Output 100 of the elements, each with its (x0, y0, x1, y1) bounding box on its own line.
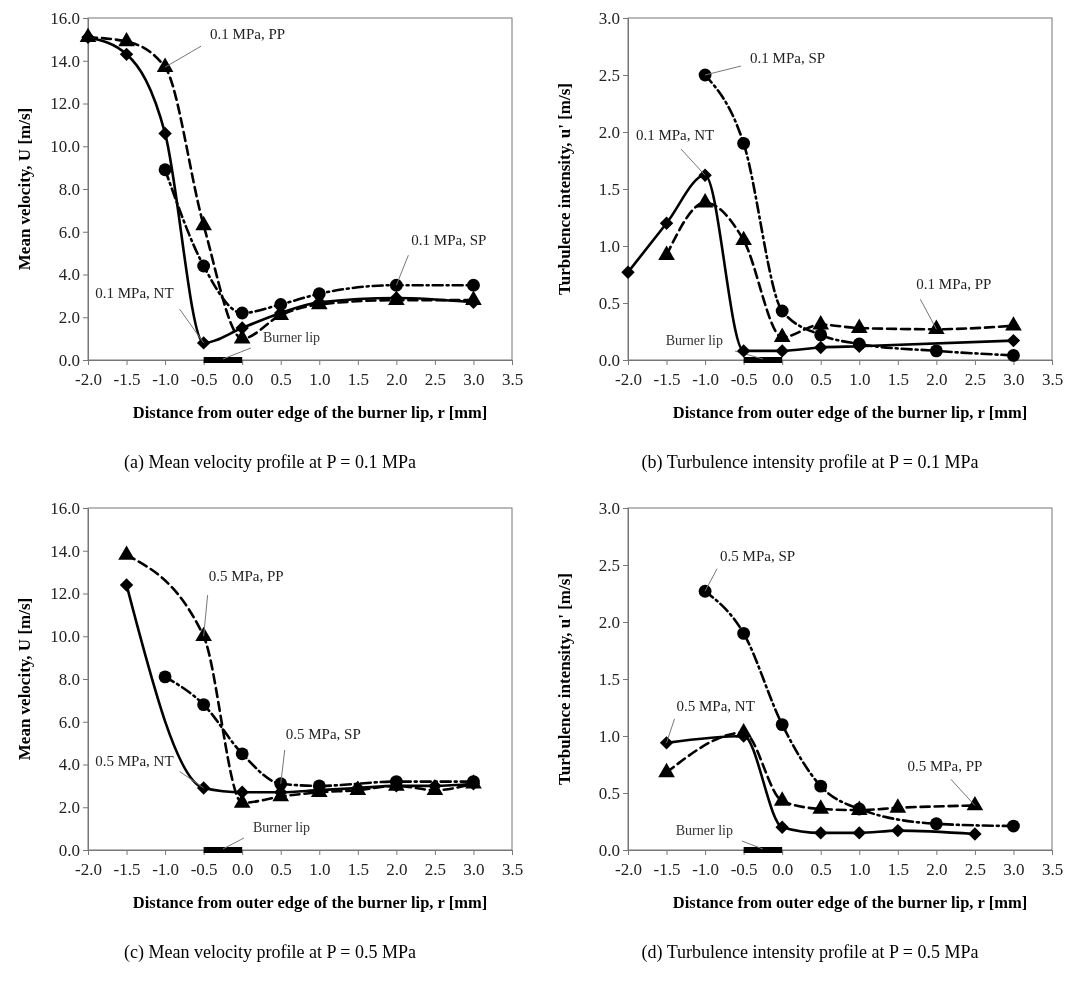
point (737, 626, 751, 640)
x-tick-label: 0.5 (810, 370, 832, 389)
y-axis-title: Turbulence intensity, u' [m/s] (555, 573, 574, 785)
point (696, 193, 714, 208)
text: (d) Turbulence intensity profile at P = 0.5 MPa (641, 942, 979, 963)
point (814, 826, 828, 840)
x-tick-label: 1.5 (347, 860, 369, 879)
x-tick-label: 1.5 (887, 860, 909, 879)
x-tick-label: -1.0 (692, 370, 720, 389)
point (737, 136, 751, 150)
x-tick-label: 0.5 (810, 860, 832, 879)
annotation: Burner lip (675, 823, 733, 838)
y-tick-label: 1.5 (598, 179, 620, 199)
y-tick-label: 10.0 (50, 627, 80, 647)
x-tick-label: 3.5 (1041, 860, 1064, 879)
annotation: Burner lip (665, 333, 723, 348)
point (1007, 819, 1020, 833)
x-tick-label: -2.0 (75, 370, 102, 389)
x-tick-label: 2.5 (424, 370, 447, 389)
point (195, 215, 212, 231)
text: 0.5 MPa, PP (208, 568, 284, 585)
y-tick-label: 14.0 (50, 51, 80, 71)
x-tick-label: 2.5 (424, 860, 447, 879)
text: 0.1 MPa, SP (750, 50, 826, 66)
y-tick-label: 1.0 (598, 726, 620, 746)
point (197, 259, 211, 273)
point (621, 265, 635, 279)
y-tick-label: 0.5 (598, 293, 620, 313)
x-tick-label: 3.5 (1041, 370, 1064, 389)
x-tick-label: -0.5 (730, 860, 758, 879)
text: 0.5 MPa, SP (285, 725, 361, 742)
y-tick-label: 12.0 (50, 584, 80, 604)
x-tick-label: 0.5 (270, 860, 292, 879)
y-tick-label: 1.0 (598, 236, 620, 256)
x-tick-label: 3.0 (463, 860, 485, 879)
text: (b) Turbulence intensity profile at P = 0.1 MPa (641, 452, 979, 473)
annotation: Burner lip (262, 330, 321, 345)
point (659, 216, 674, 230)
point (235, 306, 249, 320)
y-axis-title: Mean velocity, U [m/s] (15, 107, 34, 271)
point (891, 823, 905, 838)
x-tick-label: -0.5 (730, 370, 758, 389)
point (775, 718, 789, 732)
series-label: 0.5 MPa, NT (676, 697, 755, 714)
y-tick-label: 10.0 (50, 137, 80, 157)
y-tick-label: 0.5 (598, 783, 620, 803)
point (196, 336, 211, 350)
y-tick-label: 3.0 (598, 498, 620, 518)
point (158, 163, 172, 177)
point (698, 584, 712, 598)
y-tick-label: 3.0 (598, 8, 620, 28)
x-tick-label: -1.5 (113, 860, 141, 879)
x-tick-label: 1.0 (309, 370, 331, 389)
y-tick-label: 8.0 (58, 179, 80, 199)
x-tick-label: 0.0 (232, 860, 254, 879)
x-tick-label: 3.5 (501, 860, 524, 879)
text: 0.1 MPa, PP (210, 26, 286, 43)
x-tick-label: 1.5 (887, 370, 909, 389)
y-tick-label: 2.5 (598, 555, 620, 575)
y-tick-label: 0.0 (598, 350, 620, 370)
y-tick-label: 8.0 (58, 669, 80, 689)
x-axis-title: Distance from outer edge of the burner lip, r [mm] (132, 403, 488, 422)
text: (a) Mean velocity profile at P = 0.1 MPa (124, 452, 416, 473)
series-label: 0.5 MPa, PP (907, 757, 983, 774)
x-tick-label: 1.5 (347, 370, 369, 389)
x-tick-label: 0.0 (232, 370, 254, 389)
x-tick-label: 2.5 (964, 860, 987, 879)
y-tick-label: 2.0 (598, 612, 620, 632)
point (929, 344, 943, 358)
x-tick-label: 3.0 (1003, 370, 1025, 389)
point (389, 278, 403, 292)
point (118, 31, 135, 47)
y-tick-label: 1.5 (598, 669, 620, 689)
x-tick-label: -2.0 (615, 370, 642, 389)
annotation: Burner lip (252, 820, 311, 835)
point (775, 304, 789, 318)
point (736, 344, 751, 358)
x-tick-label: 2.0 (926, 370, 948, 389)
text: (c) Mean velocity profile at P = 0.5 MPa (124, 942, 416, 963)
x-tick-label: 3.0 (1003, 860, 1025, 879)
x-tick-label: -2.0 (75, 860, 102, 879)
x-tick-label: 1.0 (849, 370, 871, 389)
y-tick-label: 4.0 (58, 265, 80, 285)
text: 0.1 MPa, PP (916, 276, 992, 293)
y-tick-label: 6.0 (58, 222, 80, 242)
x-tick-label: 3.0 (463, 370, 485, 389)
point (968, 827, 982, 841)
x-tick-label: 0.0 (772, 370, 794, 389)
text: 0.1 MPa, SP (411, 232, 487, 249)
point (698, 168, 712, 183)
y-tick-label: 2.0 (598, 122, 620, 142)
y-axis-title: Mean velocity, U [m/s] (15, 597, 34, 761)
y-tick-label: 4.0 (58, 755, 80, 775)
x-tick-label: -0.5 (190, 370, 218, 389)
series-label: 0.5 MPa, NT (95, 753, 174, 770)
x-tick-label: 2.0 (386, 370, 408, 389)
x-axis-title: Distance from outer edge of the burner lip, r [mm] (672, 893, 1028, 912)
y-tick-label: 14.0 (50, 541, 80, 561)
series-label: 0.1 MPa, NT (95, 284, 174, 301)
point (929, 817, 943, 831)
